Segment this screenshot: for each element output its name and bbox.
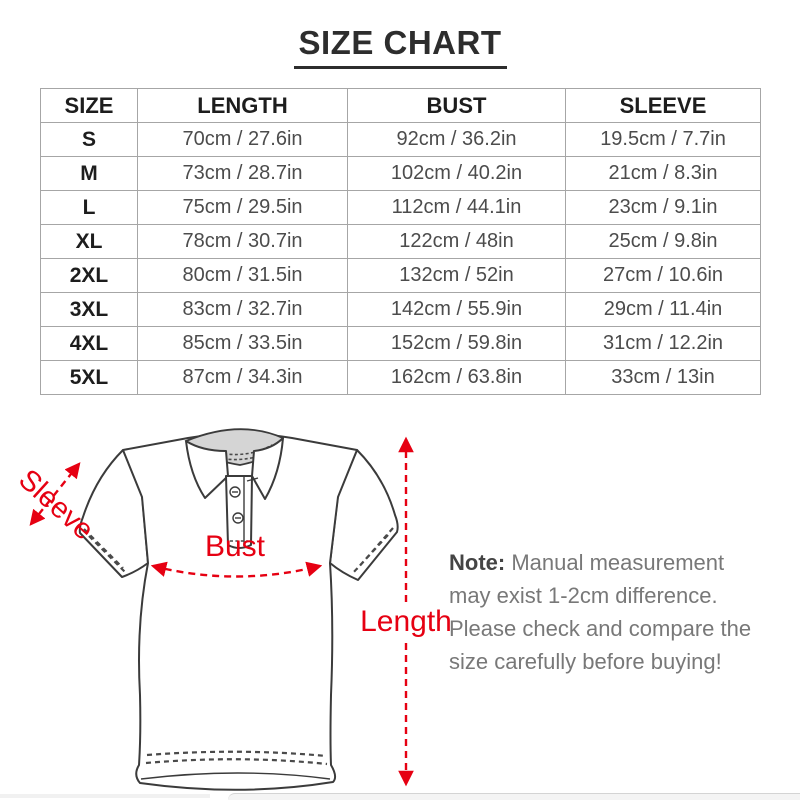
bust-cell: 112cm / 44.1in: [347, 190, 566, 225]
length-cell: 78cm / 30.7in: [137, 224, 348, 259]
column-header-sleeve: SLEEVE: [565, 88, 761, 123]
bust-cell: 142cm / 55.9in: [347, 292, 566, 327]
table-row: XL 78cm / 30.7in 122cm / 48in 25cm / 9.8…: [40, 224, 761, 259]
length-label: Length: [360, 605, 452, 638]
size-cell: 5XL: [40, 360, 138, 395]
length-cell: 83cm / 32.7in: [137, 292, 348, 327]
column-header-bust: BUST: [347, 88, 566, 123]
length-cell: 80cm / 31.5in: [137, 258, 348, 293]
table-row: L 75cm / 29.5in 112cm / 44.1in 23cm / 9.…: [40, 190, 761, 225]
note-text: Manual measurement may exist 1-2cm diffe…: [449, 550, 752, 674]
page-title-wrap: SIZE CHART: [0, 25, 800, 69]
polo-shirt-illustration: [78, 428, 399, 791]
bust-cell: 152cm / 59.8in: [347, 326, 566, 361]
placket: [225, 475, 259, 549]
shirt-body: [122, 432, 358, 791]
size-cell: 2XL: [40, 258, 138, 293]
hem-fold-line: [140, 772, 331, 780]
size-cell: L: [40, 190, 138, 225]
left-sleeve: [78, 449, 149, 578]
hem-stitch-top: [146, 750, 327, 758]
right-sleeve: [329, 449, 399, 581]
page-below-divider: [228, 793, 800, 800]
size-cell: M: [40, 156, 138, 191]
sleeve-cell: 27cm / 10.6in: [565, 258, 761, 293]
column-header-length: LENGTH: [137, 88, 348, 123]
bust-cell: 132cm / 52in: [347, 258, 566, 293]
table-row: 4XL 85cm / 33.5in 152cm / 59.8in 31cm / …: [40, 326, 761, 361]
table-row: 3XL 83cm / 32.7in 142cm / 55.9in 29cm / …: [40, 292, 761, 327]
bust-arrow: [150, 561, 323, 578]
length-cell: 75cm / 29.5in: [137, 190, 348, 225]
size-chart-table: SIZE LENGTH BUST SLEEVE S 70cm / 27.6in …: [40, 88, 761, 395]
length-cell: 73cm / 28.7in: [137, 156, 348, 191]
length-cell: 85cm / 33.5in: [137, 326, 348, 361]
length-label-backing: [360, 602, 452, 638]
size-cell: XL: [40, 224, 138, 259]
bust-cell: 102cm / 40.2in: [347, 156, 566, 191]
table-row: 2XL 80cm / 31.5in 132cm / 52in 27cm / 10…: [40, 258, 761, 293]
bust-cell: 92cm / 36.2in: [347, 122, 566, 157]
page-title: SIZE CHART: [293, 25, 507, 69]
sleeve-cell: 19.5cm / 7.7in: [565, 122, 761, 157]
size-cell: 3XL: [40, 292, 138, 327]
bust-cell: 122cm / 48in: [347, 224, 566, 259]
sleeve-cell: 23cm / 9.1in: [565, 190, 761, 225]
size-cell: 4XL: [40, 326, 138, 361]
length-cell: 87cm / 34.3in: [137, 360, 348, 395]
table-row: 5XL 87cm / 34.3in 162cm / 63.8in 33cm / …: [40, 360, 761, 395]
note-label: Note:: [449, 550, 506, 575]
size-cell: S: [40, 122, 138, 157]
column-header-size: SIZE: [40, 88, 138, 123]
sleeve-cell: 21cm / 8.3in: [565, 156, 761, 191]
bust-cell: 162cm / 63.8in: [347, 360, 566, 395]
note-section: Note: Manual measurement may exist 1-2cm…: [449, 546, 765, 678]
table-row: S 70cm / 27.6in 92cm / 36.2in 19.5cm / 7…: [40, 122, 761, 157]
table-row: M 73cm / 28.7in 102cm / 40.2in 21cm / 8.…: [40, 156, 761, 191]
measurement-diagram: Sleeve Bust Length: [12, 428, 452, 791]
bust-label: Bust: [205, 530, 266, 563]
header-row: SIZE LENGTH BUST SLEEVE: [40, 88, 761, 123]
hem-stitch-bottom: [145, 758, 328, 766]
collar: [184, 428, 284, 500]
sleeve-cell: 33cm / 13in: [565, 360, 761, 395]
sleeve-cell: 31cm / 12.2in: [565, 326, 761, 361]
sleeve-arrow: [29, 462, 81, 526]
sleeve-cell: 29cm / 11.4in: [565, 292, 761, 327]
sleeve-cell: 25cm / 9.8in: [565, 224, 761, 259]
length-cell: 70cm / 27.6in: [137, 122, 348, 157]
page-below-smudge: [0, 794, 210, 798]
